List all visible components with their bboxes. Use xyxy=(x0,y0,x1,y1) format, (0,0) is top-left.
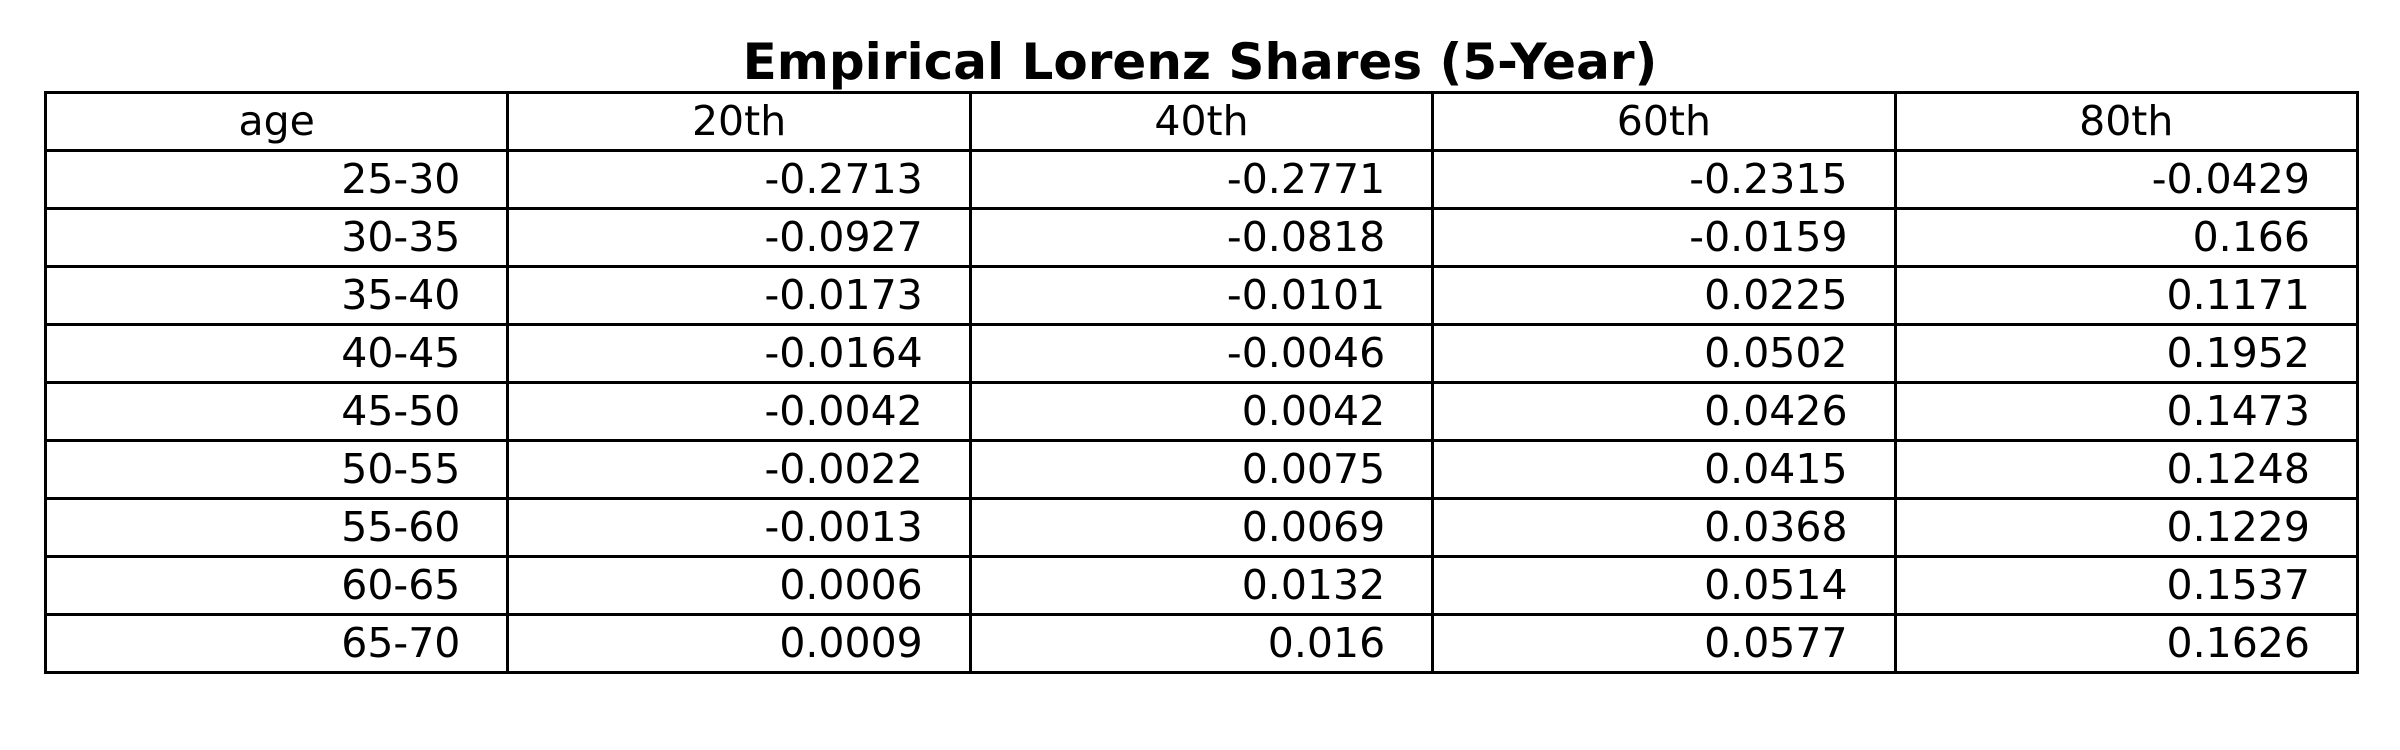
value-cell-20th: -0.0022 xyxy=(506,439,972,500)
age-cell: 60-65 xyxy=(43,555,510,616)
column-header-80th: 80th xyxy=(1893,91,2359,152)
table-row: 25-30 -0.2713 -0.2771 -0.2315 -0.0429 xyxy=(43,149,2359,210)
value-cell-20th: -0.2713 xyxy=(506,149,972,210)
value-cell-60th: 0.0577 xyxy=(1431,613,1897,674)
value-cell-60th: 0.0415 xyxy=(1431,439,1897,500)
value-cell-80th: 0.1248 xyxy=(1893,439,2359,500)
value-cell-20th: -0.0042 xyxy=(506,381,972,442)
lorenz-shares-table-container: age 20th 40th 60th 80th 25-30 -0.2713 -0… xyxy=(43,91,2359,674)
value-cell-60th: -0.0159 xyxy=(1431,207,1897,268)
value-cell-40th: 0.0132 xyxy=(968,555,1435,616)
age-cell: 30-35 xyxy=(43,207,510,268)
table-row: 60-65 0.0006 0.0132 0.0514 0.1537 xyxy=(43,555,2359,616)
value-cell-60th: 0.0368 xyxy=(1431,497,1897,558)
value-cell-20th: -0.0173 xyxy=(506,265,972,326)
table-row: 30-35 -0.0927 -0.0818 -0.0159 0.166 xyxy=(43,207,2359,268)
value-cell-80th: 0.1626 xyxy=(1893,613,2359,674)
value-cell-80th: 0.166 xyxy=(1893,207,2359,268)
value-cell-60th: 0.0514 xyxy=(1431,555,1897,616)
value-cell-80th: 0.1537 xyxy=(1893,555,2359,616)
value-cell-20th: -0.0013 xyxy=(506,497,972,558)
value-cell-40th: 0.0042 xyxy=(968,381,1435,442)
table-row: 35-40 -0.0173 -0.0101 0.0225 0.1171 xyxy=(43,265,2359,326)
lorenz-shares-table: age 20th 40th 60th 80th 25-30 -0.2713 -0… xyxy=(43,91,2359,674)
age-cell: 50-55 xyxy=(43,439,510,500)
column-header-60th: 60th xyxy=(1431,91,1897,152)
value-cell-80th: 0.1473 xyxy=(1893,381,2359,442)
value-cell-40th: -0.0818 xyxy=(968,207,1435,268)
value-cell-80th: 0.1171 xyxy=(1893,265,2359,326)
table-title: Empirical Lorenz Shares (5-Year) xyxy=(742,33,1658,91)
value-cell-40th: -0.2771 xyxy=(968,149,1435,210)
table-row: 50-55 -0.0022 0.0075 0.0415 0.1248 xyxy=(43,439,2359,500)
age-cell: 25-30 xyxy=(43,149,510,210)
value-cell-80th: 0.1229 xyxy=(1893,497,2359,558)
value-cell-20th: -0.0164 xyxy=(506,323,972,384)
value-cell-60th: 0.0502 xyxy=(1431,323,1897,384)
value-cell-80th: 0.1952 xyxy=(1893,323,2359,384)
value-cell-80th: -0.0429 xyxy=(1893,149,2359,210)
value-cell-40th: 0.0075 xyxy=(968,439,1435,500)
table-row: 40-45 -0.0164 -0.0046 0.0502 0.1952 xyxy=(43,323,2359,384)
table-row: 45-50 -0.0042 0.0042 0.0426 0.1473 xyxy=(43,381,2359,442)
value-cell-20th: -0.0927 xyxy=(506,207,972,268)
value-cell-60th: 0.0225 xyxy=(1431,265,1897,326)
value-cell-40th: -0.0101 xyxy=(968,265,1435,326)
column-header-age: age xyxy=(43,91,510,152)
table-row: 55-60 -0.0013 0.0069 0.0368 0.1229 xyxy=(43,497,2359,558)
value-cell-40th: -0.0046 xyxy=(968,323,1435,384)
age-cell: 65-70 xyxy=(43,613,510,674)
age-cell: 45-50 xyxy=(43,381,510,442)
table-header-row: age 20th 40th 60th 80th xyxy=(43,91,2359,152)
column-header-20th: 20th xyxy=(506,91,972,152)
value-cell-20th: 0.0006 xyxy=(506,555,972,616)
table-body: 25-30 -0.2713 -0.2771 -0.2315 -0.0429 30… xyxy=(43,149,2359,674)
value-cell-60th: 0.0426 xyxy=(1431,381,1897,442)
column-header-40th: 40th xyxy=(968,91,1435,152)
age-cell: 55-60 xyxy=(43,497,510,558)
age-cell: 35-40 xyxy=(43,265,510,326)
value-cell-40th: 0.016 xyxy=(968,613,1435,674)
table-row: 65-70 0.0009 0.016 0.0577 0.1626 xyxy=(43,613,2359,674)
value-cell-20th: 0.0009 xyxy=(506,613,972,674)
value-cell-60th: -0.2315 xyxy=(1431,149,1897,210)
age-cell: 40-45 xyxy=(43,323,510,384)
value-cell-40th: 0.0069 xyxy=(968,497,1435,558)
